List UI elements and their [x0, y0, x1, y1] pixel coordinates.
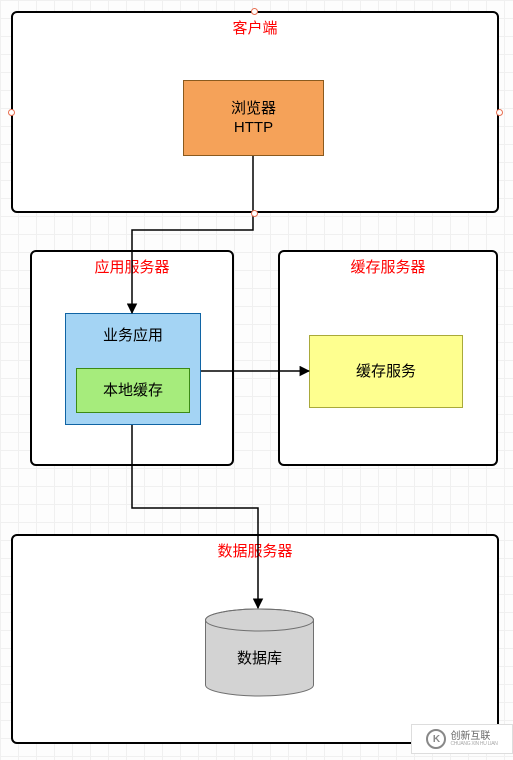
title-dataserver: 数据服务器	[217, 540, 292, 561]
node-localcache: 本地缓存	[76, 368, 190, 413]
node-bizapp-label: 业务应用	[103, 326, 163, 346]
node-cachesvc-label: 缓存服务	[356, 362, 416, 382]
selection-handle[interactable]	[251, 210, 258, 217]
node-browser-label2: HTTP	[234, 118, 273, 138]
node-browser: 浏览器 HTTP	[183, 80, 324, 156]
node-localcache-label: 本地缓存	[103, 381, 163, 401]
watermark: K 创新互联 CHUANG XIN HU LIAN	[411, 724, 513, 754]
watermark-logo-icon: K	[426, 729, 446, 749]
selection-handle[interactable]	[8, 109, 15, 116]
title-cacheserver: 缓存服务器	[350, 256, 425, 277]
title-appserver: 应用服务器	[94, 256, 169, 277]
node-browser-label1: 浏览器	[231, 99, 276, 119]
node-database-label: 数据库	[237, 650, 282, 667]
selection-handle[interactable]	[496, 109, 503, 116]
node-cachesvc: 缓存服务	[309, 335, 463, 408]
node-database: 数据库	[204, 608, 315, 697]
title-client: 客户端	[232, 17, 277, 38]
diagram-canvas: 客户端 应用服务器 缓存服务器 数据服务器 浏览器 HTTP 业务应用 本地缓存…	[0, 0, 513, 760]
watermark-text: 创新互联 CHUANG XIN HU LIAN	[450, 732, 497, 747]
selection-handle[interactable]	[251, 8, 258, 15]
